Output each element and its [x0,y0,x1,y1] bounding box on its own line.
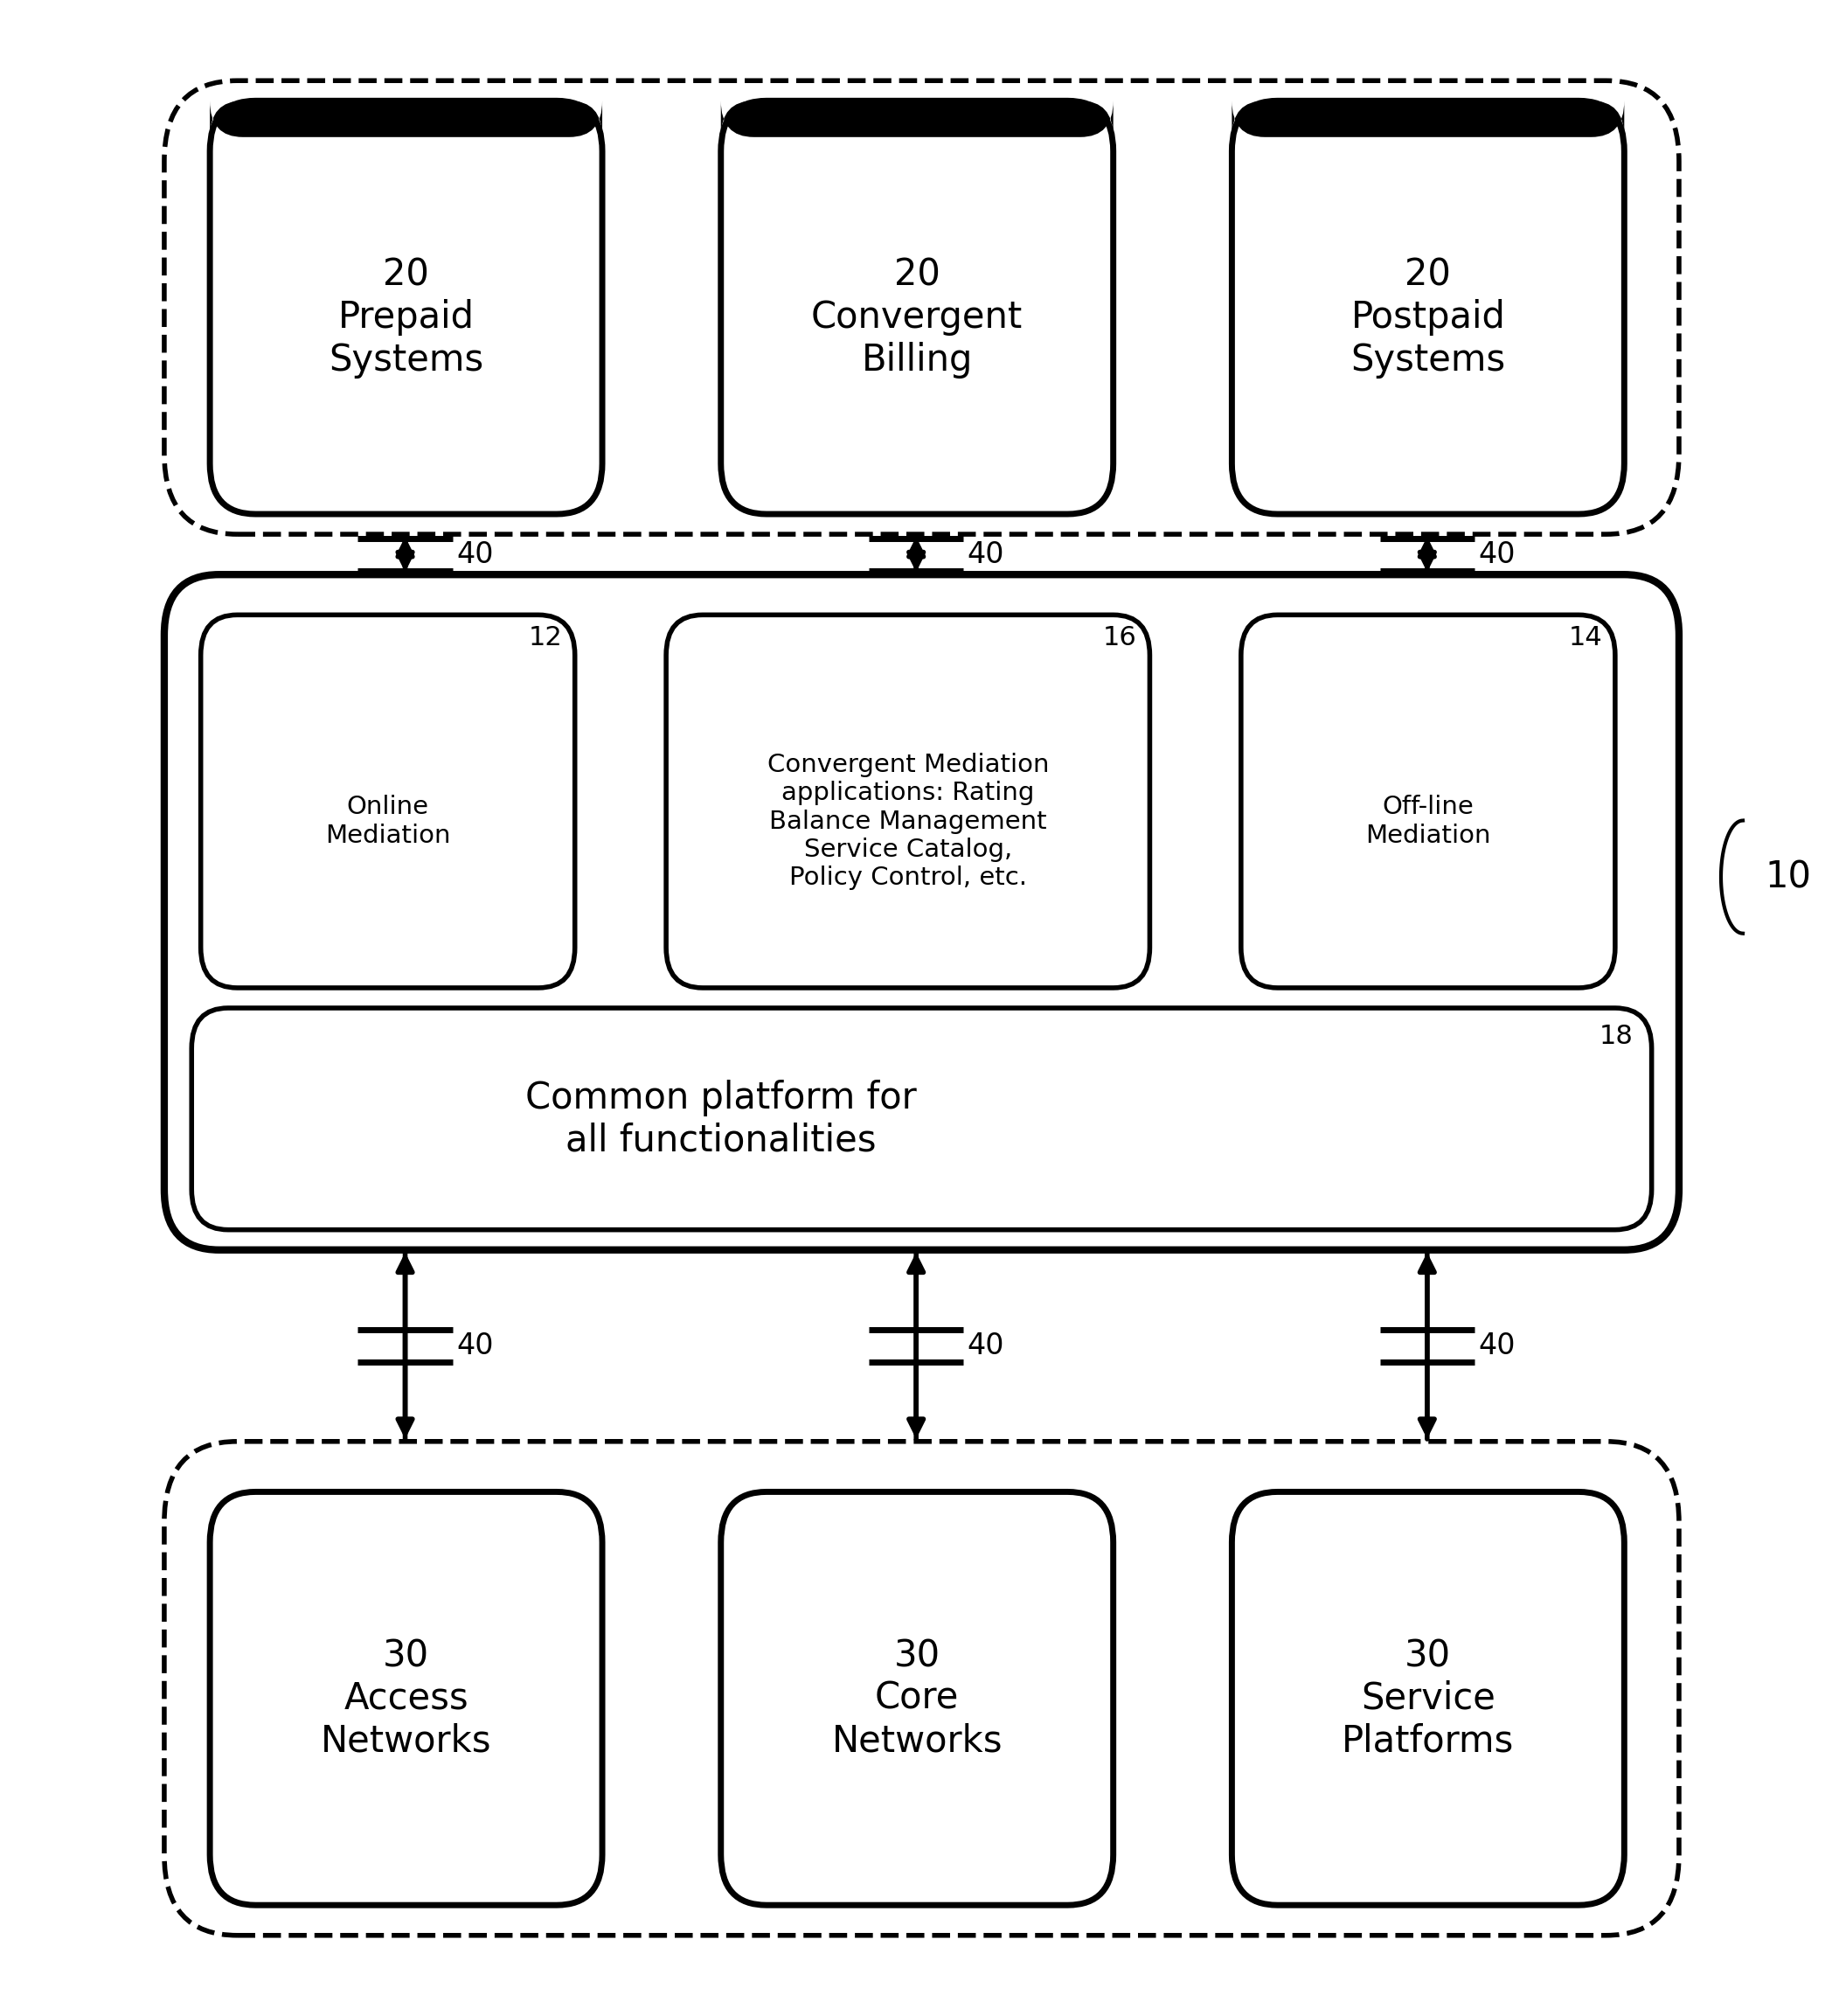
FancyBboxPatch shape [666,615,1150,988]
FancyBboxPatch shape [201,615,575,988]
FancyBboxPatch shape [721,1492,1113,1905]
Text: 30
Core
Networks: 30 Core Networks [832,1637,1002,1760]
FancyBboxPatch shape [721,101,1113,514]
FancyBboxPatch shape [1232,101,1624,137]
FancyBboxPatch shape [164,575,1679,1250]
FancyBboxPatch shape [164,81,1679,534]
Text: 40: 40 [967,1331,1004,1361]
FancyBboxPatch shape [192,1008,1652,1230]
FancyBboxPatch shape [164,1441,1679,1935]
Text: 16: 16 [1102,625,1137,651]
FancyBboxPatch shape [721,101,1113,137]
Text: 20
Convergent
Billing: 20 Convergent Billing [810,256,1024,379]
Text: Off-line
Mediation: Off-line Mediation [1365,794,1491,849]
FancyBboxPatch shape [210,101,602,137]
Text: Convergent Mediation
applications: Rating
Balance Management
Service Catalog,
Po: Convergent Mediation applications: Ratin… [766,752,1049,891]
Text: 20
Postpaid
Systems: 20 Postpaid Systems [1350,256,1506,379]
Text: 30
Service
Platforms: 30 Service Platforms [1341,1637,1515,1760]
Text: 40: 40 [1478,540,1515,569]
FancyBboxPatch shape [210,1492,602,1905]
Text: 40: 40 [967,540,1004,569]
Text: 40: 40 [1478,1331,1515,1361]
Text: 40: 40 [456,1331,493,1361]
Text: Common platform for
all functionalities: Common platform for all functionalities [526,1079,916,1159]
FancyBboxPatch shape [1232,101,1624,514]
FancyBboxPatch shape [1232,1492,1624,1905]
Text: 14: 14 [1568,625,1602,651]
FancyBboxPatch shape [210,101,602,514]
Text: 20
Prepaid
Systems: 20 Prepaid Systems [328,256,484,379]
Text: 30
Access
Networks: 30 Access Networks [321,1637,491,1760]
FancyBboxPatch shape [1241,615,1615,988]
Text: Online
Mediation: Online Mediation [325,794,451,849]
Text: 18: 18 [1599,1024,1633,1050]
Text: 40: 40 [456,540,493,569]
Text: 10: 10 [1765,859,1810,895]
Text: 12: 12 [527,625,562,651]
